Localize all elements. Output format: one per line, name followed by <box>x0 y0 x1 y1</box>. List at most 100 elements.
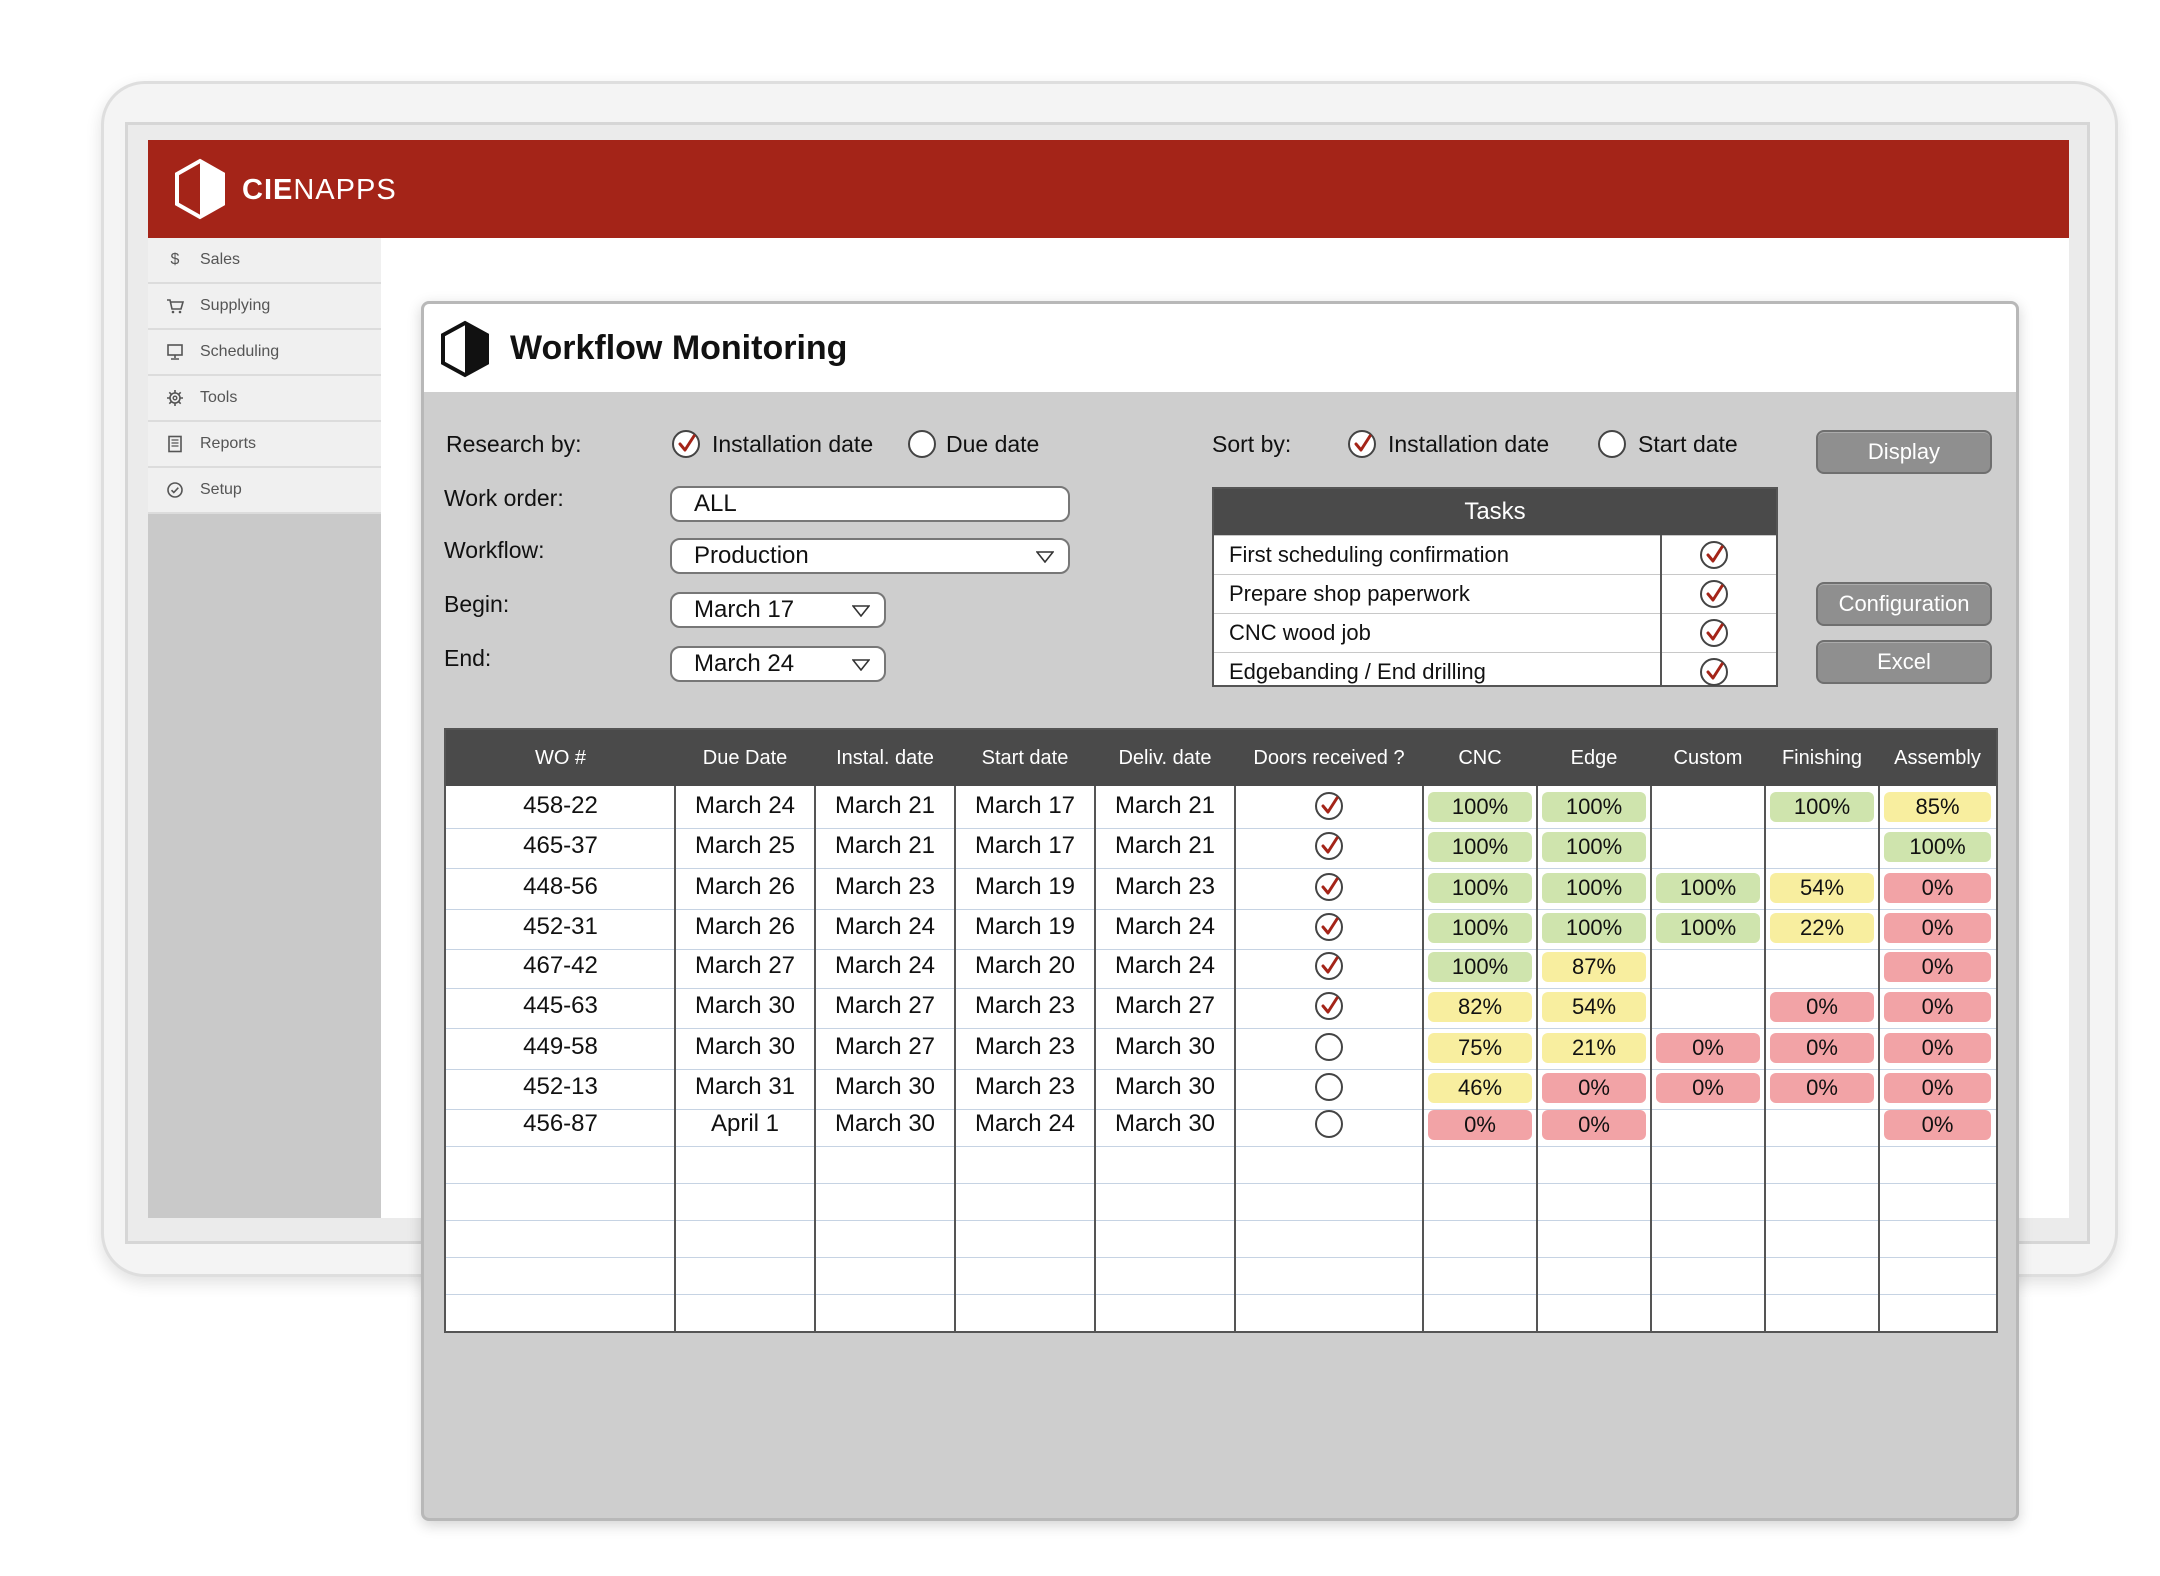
task-checkbox[interactable] <box>1700 541 1728 569</box>
sort-start-date-label: Start date <box>1638 431 1738 457</box>
table-cell-instal: March 27 <box>834 992 936 1019</box>
progress-badge: 54% <box>1770 873 1874 903</box>
column-header[interactable]: Start date <box>981 747 1069 769</box>
sidebar-item-label: Reports <box>200 435 257 452</box>
table-cell-due: March 25 <box>694 832 796 859</box>
column-divider <box>1234 786 1236 1331</box>
progress-badge: 100% <box>1428 952 1532 982</box>
checkmark-icon <box>1706 545 1724 563</box>
progress-badge: 100% <box>1656 873 1760 903</box>
sidebar-item-scheduling[interactable]: Scheduling <box>148 330 381 376</box>
brand-logo-text[interactable]: CIENAPPS <box>242 170 397 210</box>
row-divider <box>446 1109 1996 1110</box>
row-divider <box>446 828 1996 829</box>
checkmark-icon <box>1321 996 1339 1014</box>
doors-received-checked[interactable] <box>1315 873 1343 901</box>
column-header[interactable]: Deliv. date <box>1118 747 1212 769</box>
table-cell-due: March 30 <box>694 1033 796 1060</box>
column-header[interactable]: Due Date <box>702 747 788 769</box>
progress-badge: 100% <box>1542 873 1646 903</box>
doors-received-unchecked[interactable] <box>1315 1073 1343 1101</box>
table-cell-instal: March 27 <box>834 1033 936 1060</box>
column-header[interactable]: Finishing <box>1781 747 1863 769</box>
column-divider <box>954 786 956 1331</box>
progress-badge: 100% <box>1542 913 1646 943</box>
research-due-date-checkbox[interactable] <box>908 430 936 458</box>
workflow-select[interactable]: Production <box>670 538 1070 574</box>
begin-date-value: March 17 <box>694 596 795 623</box>
sidebar-item-setup[interactable]: Setup <box>148 468 381 514</box>
sidebar-item-label: Tools <box>200 389 238 406</box>
tasks-divider <box>1660 535 1662 687</box>
work-order-input[interactable]: ALL <box>670 486 1070 522</box>
table-cell-wo: 467-42 <box>523 952 598 979</box>
task-checkbox[interactable] <box>1700 658 1728 686</box>
table-cell-start: March 19 <box>974 873 1076 900</box>
cart-icon <box>164 295 186 317</box>
sidebar-item-sales[interactable]: $ Sales <box>148 238 381 284</box>
row-divider <box>446 988 1996 989</box>
page-title: Workflow Monitoring <box>510 329 848 367</box>
begin-date-select[interactable]: March 17 <box>670 592 886 628</box>
table-cell-start: March 23 <box>974 992 1076 1019</box>
column-header[interactable]: Edge <box>1570 747 1618 769</box>
research-due-date-label: Due date <box>946 431 1040 457</box>
table-cell-wo: 452-13 <box>523 1073 598 1100</box>
end-date-select[interactable]: March 24 <box>670 646 886 682</box>
doors-received-unchecked[interactable] <box>1315 1033 1343 1061</box>
doors-received-checked[interactable] <box>1315 992 1343 1020</box>
task-checkbox[interactable] <box>1700 619 1728 647</box>
column-header[interactable]: Doors received ? <box>1253 747 1405 769</box>
table-cell-due: March 30 <box>694 992 796 1019</box>
column-header[interactable]: Assembly <box>1894 747 1981 769</box>
doors-received-unchecked[interactable] <box>1315 1110 1343 1138</box>
table-cell-start: March 24 <box>974 1110 1076 1137</box>
brand-rest: NAPPS <box>293 174 397 206</box>
table-header: WO # Due Date Instal. date Start date Deliv.… <box>446 730 1996 786</box>
chevron-down-icon <box>852 605 870 617</box>
progress-badge: 0% <box>1542 1073 1646 1103</box>
column-header[interactable]: Custom <box>1673 747 1743 769</box>
sort-installation-checkbox[interactable] <box>1348 430 1376 458</box>
row-divider <box>446 949 1996 950</box>
table-cell-deliv: March 24 <box>1114 913 1216 940</box>
excel-button[interactable]: Excel <box>1816 640 1992 684</box>
progress-badge: 0% <box>1884 1073 1991 1103</box>
sidebar-item-tools[interactable]: Tools <box>148 376 381 422</box>
column-divider <box>1536 786 1538 1331</box>
sidebar-item-reports[interactable]: Reports <box>148 422 381 468</box>
column-header[interactable]: Instal. date <box>836 747 934 769</box>
doors-received-checked[interactable] <box>1315 792 1343 820</box>
workflow-value: Production <box>694 542 809 569</box>
table-cell-wo: 445-63 <box>523 992 598 1019</box>
progress-badge: 100% <box>1428 832 1532 862</box>
column-divider <box>1650 786 1652 1331</box>
progress-badge: 100% <box>1884 832 1991 862</box>
configuration-button[interactable]: Configuration <box>1816 582 1992 626</box>
check-circle-icon <box>164 479 186 501</box>
column-header[interactable]: WO # <box>534 747 587 769</box>
table-cell-start: March 23 <box>974 1073 1076 1100</box>
row-divider <box>446 1069 1996 1070</box>
monitor-icon <box>164 341 186 363</box>
table-cell-start: March 17 <box>974 832 1076 859</box>
progress-badge: 100% <box>1542 832 1646 862</box>
progress-badge: 0% <box>1884 952 1991 982</box>
doors-received-checked[interactable] <box>1315 952 1343 980</box>
progress-badge: 0% <box>1770 1073 1874 1103</box>
doors-received-checked[interactable] <box>1315 832 1343 860</box>
checkmark-icon <box>1321 917 1339 935</box>
column-divider <box>1094 786 1096 1331</box>
sidebar-item-supplying[interactable]: Supplying <box>148 284 381 330</box>
window-titlebar: Workflow Monitoring <box>424 304 2016 392</box>
document-icon <box>164 433 186 455</box>
progress-badge: 22% <box>1770 913 1874 943</box>
progress-badge: 54% <box>1542 992 1646 1022</box>
research-installation-checkbox[interactable] <box>672 430 700 458</box>
column-header[interactable]: CNC <box>1458 747 1502 769</box>
sort-start-date-checkbox[interactable] <box>1598 430 1626 458</box>
task-checkbox[interactable] <box>1700 580 1728 608</box>
doors-received-checked[interactable] <box>1315 913 1343 941</box>
table-cell-wo: 449-58 <box>523 1033 598 1060</box>
display-button[interactable]: Display <box>1816 430 1992 474</box>
